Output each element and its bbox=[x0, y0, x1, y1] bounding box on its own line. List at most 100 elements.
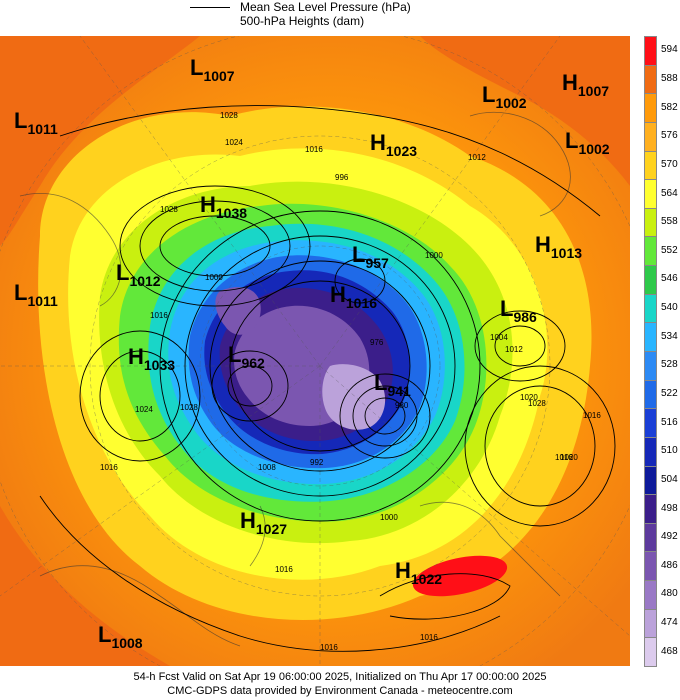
high-pressure-center: H1013 bbox=[535, 232, 582, 261]
isobar-value-label: 1016 bbox=[420, 633, 438, 642]
low-pressure-center: L962 bbox=[228, 342, 265, 371]
isobar-value-label: 1028 bbox=[220, 111, 238, 120]
colorbar-level-label: 588 bbox=[661, 72, 678, 84]
high-pressure-center: H1022 bbox=[395, 558, 442, 587]
colorbar-level-label: 522 bbox=[661, 387, 678, 399]
isobar-labels: 1028 1024 1016 1028 1012 1000 1016 1004 1012 1016… bbox=[100, 111, 601, 652]
colorbar-level-label: 492 bbox=[661, 531, 678, 543]
colorbar-swatch bbox=[644, 465, 657, 496]
colorbar-swatch bbox=[644, 293, 657, 324]
colorbar-swatch bbox=[644, 436, 657, 467]
mslp-legend-label: Mean Sea Level Pressure (hPa) bbox=[240, 0, 411, 14]
colorbar-swatch bbox=[644, 179, 657, 209]
isobar-line-sample bbox=[190, 7, 230, 8]
colorbar-swatch bbox=[644, 551, 657, 582]
isobar-value-label: 1016 bbox=[583, 411, 601, 420]
isobar-value-label: 1028 bbox=[160, 205, 178, 214]
isobar-value-label: 1028 bbox=[180, 403, 198, 412]
colorbar-level-label: 516 bbox=[661, 416, 678, 428]
low-pressure-center: L1012 bbox=[116, 260, 161, 289]
high-pressure-center: H1023 bbox=[370, 130, 417, 159]
colorbar-level-label: 552 bbox=[661, 244, 678, 256]
pressure-systems: L1007 L1011 H1038 H1023 L1002 H1007 L1002 H1013… bbox=[14, 55, 610, 651]
height-colorbar: 594 588 582 576 570 564 558 552 546 540 534 528 522 5… bbox=[644, 36, 680, 667]
isobar-value-label: 1020 bbox=[520, 393, 538, 402]
colorbar-swatch bbox=[644, 64, 657, 95]
isobars bbox=[39, 105, 616, 652]
colorbar-swatch bbox=[644, 351, 657, 381]
forecast-validity-text: 54-h Fcst Valid on Sat Apr 19 06:00:00 2… bbox=[133, 671, 547, 683]
colorbar-level-label: 510 bbox=[661, 445, 678, 457]
isobar-value-label: 1016 bbox=[275, 565, 293, 574]
colorbar-swatch bbox=[644, 408, 657, 438]
high-pressure-center: H1033 bbox=[128, 344, 175, 373]
heights-legend-label: 500-hPa Heights (dam) bbox=[240, 14, 365, 28]
colorbar-swatch bbox=[644, 608, 657, 639]
forecast-map: 1028 1024 1016 1028 1012 1000 1016 1004 1012 1016… bbox=[0, 36, 630, 666]
colorbar-level-label: 564 bbox=[661, 187, 678, 199]
isobar-value-label: 976 bbox=[370, 338, 384, 347]
isobar-value-label: 980 bbox=[395, 401, 409, 410]
isobar-value-label: 1020 bbox=[560, 453, 578, 462]
isobar-value-label: 1024 bbox=[135, 405, 153, 414]
isobar-value-label: 1024 bbox=[225, 138, 243, 147]
colorbar-level-label: 546 bbox=[661, 273, 678, 285]
high-pressure-center: H1007 bbox=[562, 70, 609, 99]
low-pressure-center: L1002 bbox=[565, 128, 610, 157]
isobar-value-label: 1028 bbox=[528, 399, 546, 408]
coastlines bbox=[19, 111, 571, 647]
colorbar-swatch bbox=[644, 207, 657, 238]
low-pressure-center: L941 bbox=[374, 370, 411, 399]
colorbar-swatch bbox=[644, 379, 657, 410]
colorbar-level-label: 582 bbox=[661, 101, 678, 113]
low-pressure-center: L1008 bbox=[98, 622, 143, 651]
colorbar-level-label: 540 bbox=[661, 302, 678, 314]
low-pressure-center: L957 bbox=[352, 242, 389, 271]
colorbar-level-label: 594 bbox=[661, 44, 678, 56]
isobar-value-label: 1016 bbox=[305, 145, 323, 154]
low-pressure-center: L1011 bbox=[14, 280, 58, 309]
graticule bbox=[0, 36, 630, 666]
isobar-value-label: 1016 bbox=[100, 463, 118, 472]
colorbar-level-label: 468 bbox=[661, 645, 678, 657]
isobar-value-label: 1000 bbox=[425, 251, 443, 260]
colorbar-level-label: 528 bbox=[661, 359, 678, 371]
colorbar-swatch bbox=[644, 522, 657, 553]
isobar-value-label: 1000 bbox=[380, 513, 398, 522]
high-pressure-center: H1038 bbox=[200, 192, 247, 221]
low-pressure-center: L1011 bbox=[14, 108, 58, 137]
isobar-value-label: 992 bbox=[310, 458, 324, 467]
low-pressure-center: L986 bbox=[500, 296, 537, 325]
isobar-value-label: 1008 bbox=[258, 463, 276, 472]
colorbar-swatch bbox=[644, 121, 657, 152]
isobar-value-label: 1012 bbox=[468, 153, 486, 162]
colorbar-level-label: 570 bbox=[661, 158, 678, 170]
height-field-shading bbox=[0, 36, 630, 666]
colorbar-level-label: 480 bbox=[661, 588, 678, 600]
colorbar-swatch bbox=[644, 93, 657, 123]
map-legend: Mean Sea Level Pressure (hPa) 500-hPa He… bbox=[190, 0, 490, 34]
high-pressure-center: H1027 bbox=[240, 508, 287, 537]
colorbar-swatch bbox=[644, 36, 657, 66]
isobar-value-label: 1004 bbox=[490, 333, 508, 342]
isobar-value-label: 1012 bbox=[505, 345, 523, 354]
isobar-value-label: 1016 bbox=[555, 453, 573, 462]
colorbar-swatch bbox=[644, 236, 657, 267]
colorbar-level-label: 576 bbox=[661, 130, 678, 142]
colorbar-swatch bbox=[644, 580, 657, 610]
colorbar-level-label: 498 bbox=[661, 502, 678, 514]
isobar-value-label: 1016 bbox=[320, 643, 338, 652]
map-footer: 54-h Fcst Valid on Sat Apr 19 06:00:00 2… bbox=[0, 670, 680, 698]
isobar-value-label: 1000 bbox=[205, 273, 223, 282]
low-pressure-center: L1007 bbox=[190, 55, 235, 84]
colorbar-level-label: 486 bbox=[661, 559, 678, 571]
colorbar-swatch bbox=[644, 265, 657, 295]
colorbar-swatch bbox=[644, 494, 657, 524]
isobar-value-label: 996 bbox=[335, 173, 349, 182]
colorbar-swatch bbox=[644, 637, 657, 667]
colorbar-swatch bbox=[644, 322, 657, 352]
colorbar-level-label: 558 bbox=[661, 216, 678, 228]
colorbar-level-label: 504 bbox=[661, 473, 678, 485]
isobar-value-label: 1016 bbox=[150, 311, 168, 320]
colorbar-level-label: 474 bbox=[661, 617, 678, 629]
